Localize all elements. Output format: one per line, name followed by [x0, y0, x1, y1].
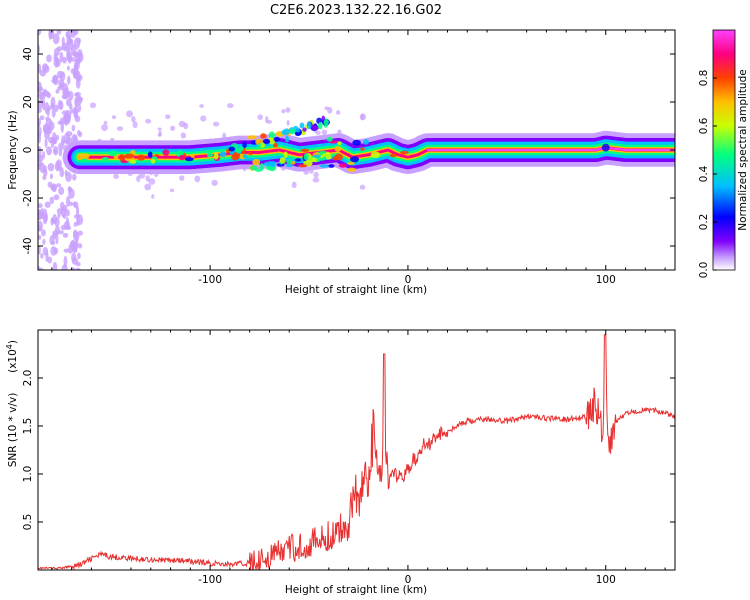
- colorbar-tick-label: 0.4: [698, 165, 710, 182]
- snr-y-axis-label: SNR (10 * v/v): [7, 393, 19, 468]
- snr-line: [38, 334, 675, 570]
- snr-y-tick-label: 2.0: [22, 370, 34, 387]
- colorbar-gradient: [712, 29, 736, 271]
- snr-y-tick-label: 0.5: [22, 514, 34, 531]
- spectrogram-y-tick-label: 0: [22, 147, 34, 154]
- colorbar: 0.0 0.2 0.4 0.6 0.8 Normalized spectral ampl…: [698, 29, 749, 279]
- snr-y-scale-prefix: (x10: [7, 349, 19, 373]
- snr-frame: [37, 329, 676, 571]
- snr-y-scale-exponent: 4: [5, 344, 14, 349]
- spectrogram-x-tick-label: 100: [596, 274, 616, 286]
- snr-y-scale: (x104): [5, 340, 19, 373]
- svg-text:(x104): (x104): [5, 340, 19, 373]
- spectrogram-panel: -100 0 100 -40 -20 0 20 40 Height of straight l…: [7, 29, 676, 296]
- spectrogram-y-tick-label: -40: [22, 237, 34, 254]
- snr-x-tick-label: 0: [405, 574, 412, 586]
- colorbar-tick-label: 0.0: [698, 262, 710, 279]
- spectrogram-y-tick-label: 40: [22, 47, 34, 60]
- snr-x-axis-label: Height of straight line (km): [285, 584, 427, 596]
- colorbar-tick-label: 0.6: [698, 117, 710, 134]
- snr-x-tick-label: -100: [198, 574, 222, 586]
- figure-title: C2E6.2023.132.22.16.G02: [270, 3, 442, 18]
- colorbar-tick-label: 0.8: [698, 70, 710, 87]
- colorbar-tick-label: 0.2: [698, 214, 710, 231]
- spectrogram-y-axis-label: Frequency (Hz): [7, 110, 19, 189]
- spectrogram-ticks: -100 0 100 -40 -20 0 20 40: [22, 30, 675, 286]
- colorbar-ticks: 0.0 0.2 0.4 0.6 0.8: [698, 70, 717, 279]
- colorbar-label: Normalized spectral amplitude: [737, 69, 749, 230]
- snr-y-tick-label: 1.5: [22, 418, 34, 435]
- snr-x-tick-label: 100: [596, 574, 616, 586]
- snr-y-tick-label: 1.0: [22, 466, 34, 483]
- spectrogram-heatmap: [38, 30, 675, 270]
- spectrogram-x-tick-label: -100: [198, 274, 222, 286]
- spectrogram-x-tick-label: 0: [405, 274, 412, 286]
- spectrogram-y-tick-label: -20: [22, 189, 34, 206]
- snr-ticks: -100 0 100 0.5 1.0 1.5 2.0: [22, 330, 675, 586]
- snr-panel: -100 0 100 0.5 1.0 1.5 2.0 Height of straight …: [5, 329, 676, 596]
- spectrogram-y-tick-label: 20: [22, 95, 34, 108]
- spectrogram-x-axis-label: Height of straight line (km): [285, 284, 427, 296]
